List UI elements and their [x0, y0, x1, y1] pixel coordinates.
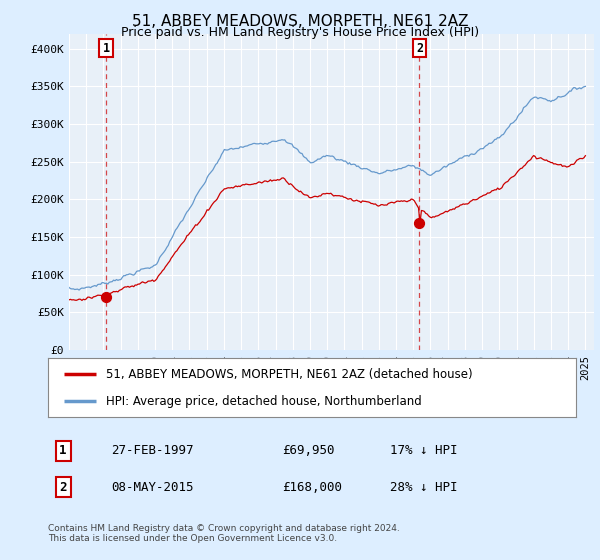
Text: 08-MAY-2015: 08-MAY-2015: [111, 480, 193, 494]
Text: Contains HM Land Registry data © Crown copyright and database right 2024.
This d: Contains HM Land Registry data © Crown c…: [48, 524, 400, 543]
Text: £69,950: £69,950: [282, 444, 335, 458]
Point: [101, 293, 111, 302]
Text: HPI: Average price, detached house, Northumberland: HPI: Average price, detached house, Nort…: [106, 395, 422, 408]
Text: 1: 1: [59, 444, 67, 458]
Text: 17% ↓ HPI: 17% ↓ HPI: [390, 444, 458, 458]
Text: £168,000: £168,000: [282, 480, 342, 494]
Text: 27-FEB-1997: 27-FEB-1997: [111, 444, 193, 458]
Text: 1: 1: [103, 41, 110, 54]
Text: 51, ABBEY MEADOWS, MORPETH, NE61 2AZ: 51, ABBEY MEADOWS, MORPETH, NE61 2AZ: [132, 14, 468, 29]
Point: [415, 219, 424, 228]
Text: 28% ↓ HPI: 28% ↓ HPI: [390, 480, 458, 494]
Text: 2: 2: [59, 480, 67, 494]
Text: Price paid vs. HM Land Registry's House Price Index (HPI): Price paid vs. HM Land Registry's House …: [121, 26, 479, 39]
Text: 2: 2: [416, 41, 423, 54]
Text: 51, ABBEY MEADOWS, MORPETH, NE61 2AZ (detached house): 51, ABBEY MEADOWS, MORPETH, NE61 2AZ (de…: [106, 368, 473, 381]
